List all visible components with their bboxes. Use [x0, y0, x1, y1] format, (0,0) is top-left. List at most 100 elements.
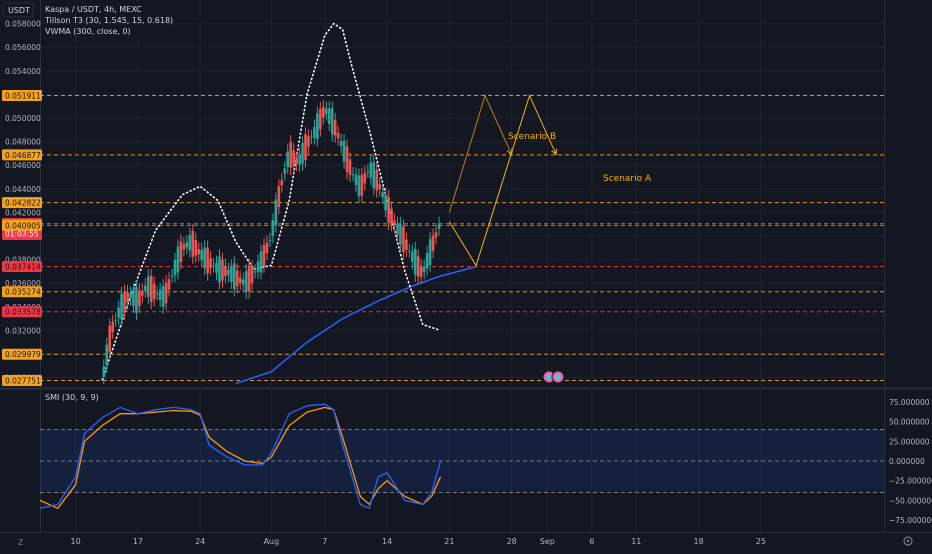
- candle[interactable]: [304, 134, 307, 161]
- candle[interactable]: [256, 261, 260, 272]
- candle[interactable]: [149, 276, 153, 303]
- candle[interactable]: [419, 266, 423, 277]
- candle[interactable]: [360, 174, 364, 196]
- candle[interactable]: [431, 235, 435, 252]
- smi-indicator[interactable]: [39, 403, 884, 510]
- candle[interactable]: [333, 120, 337, 136]
- indicator-label-vwma[interactable]: VWMA (300, close, 0): [45, 27, 131, 36]
- candle[interactable]: [422, 266, 426, 273]
- candle[interactable]: [319, 108, 322, 130]
- candlesticks[interactable]: [102, 99, 441, 384]
- candle[interactable]: [114, 319, 117, 321]
- candle[interactable]: [138, 290, 141, 307]
- candle[interactable]: [244, 271, 248, 292]
- smi-axis[interactable]: 75.000000 50.000000 25.000000 0.000000 −25.0…: [889, 398, 932, 525]
- candle[interactable]: [342, 141, 346, 162]
- candle[interactable]: [363, 172, 367, 184]
- candle[interactable]: [230, 266, 233, 283]
- horizontal-levels[interactable]: [40, 94, 884, 381]
- candle[interactable]: [292, 150, 295, 166]
- candle[interactable]: [402, 226, 405, 253]
- candle[interactable]: [135, 286, 138, 313]
- scenario-paths[interactable]: [448, 94, 557, 267]
- candle[interactable]: [155, 293, 159, 295]
- candle[interactable]: [324, 108, 328, 114]
- candle[interactable]: [369, 162, 373, 178]
- candle[interactable]: [295, 158, 298, 164]
- vwma-path[interactable]: [235, 265, 477, 385]
- candle[interactable]: [146, 276, 150, 298]
- candle[interactable]: [268, 239, 272, 241]
- candle[interactable]: [399, 223, 402, 245]
- candle[interactable]: [203, 247, 206, 269]
- candle[interactable]: [182, 244, 186, 250]
- time-axis[interactable]: 10 17 24 Aug 7 14 21 28 Sep 6 11 18 25: [71, 537, 766, 546]
- candle[interactable]: [233, 263, 236, 290]
- candle[interactable]: [185, 242, 189, 248]
- candle[interactable]: [381, 192, 384, 198]
- smi-line[interactable]: [39, 403, 442, 510]
- candle[interactable]: [123, 291, 126, 313]
- candle[interactable]: [221, 259, 224, 281]
- candle[interactable]: [176, 246, 180, 273]
- candle[interactable]: [411, 251, 414, 262]
- scenario-path[interactable]: [448, 94, 513, 213]
- candle[interactable]: [259, 251, 263, 273]
- candle[interactable]: [354, 174, 358, 186]
- candle[interactable]: [313, 126, 316, 138]
- candle[interactable]: [434, 232, 438, 238]
- candle[interactable]: [298, 154, 301, 165]
- candle[interactable]: [348, 159, 352, 175]
- price-pane[interactable]: [40, 0, 884, 387]
- candle[interactable]: [191, 230, 195, 257]
- settings-icon[interactable]: [903, 536, 913, 546]
- smi-label[interactable]: SMI (30, 9, 9): [45, 393, 99, 402]
- candle[interactable]: [126, 292, 129, 303]
- candle[interactable]: [428, 239, 432, 266]
- candle[interactable]: [262, 245, 266, 267]
- candle[interactable]: [194, 239, 198, 256]
- candle[interactable]: [366, 171, 370, 173]
- candle[interactable]: [408, 250, 411, 252]
- candle[interactable]: [322, 106, 325, 118]
- candle[interactable]: [274, 199, 278, 226]
- candle[interactable]: [215, 262, 218, 274]
- candle[interactable]: [289, 141, 292, 168]
- candle[interactable]: [197, 249, 201, 255]
- candle[interactable]: [405, 239, 408, 251]
- candle[interactable]: [173, 259, 177, 276]
- candle[interactable]: [238, 277, 242, 283]
- candle[interactable]: [265, 242, 269, 253]
- candle[interactable]: [141, 290, 144, 296]
- candle[interactable]: [129, 293, 132, 299]
- candle[interactable]: [375, 169, 379, 191]
- candle[interactable]: [357, 175, 361, 197]
- candle[interactable]: [152, 283, 156, 300]
- tillson-t3-line[interactable]: [101, 22, 442, 381]
- candle[interactable]: [144, 285, 147, 291]
- timezone-icon[interactable]: Z: [18, 538, 24, 547]
- candle[interactable]: [416, 256, 420, 278]
- candle[interactable]: [413, 248, 417, 275]
- currency-badge[interactable]: [2, 2, 34, 18]
- candle[interactable]: [283, 168, 287, 174]
- candle[interactable]: [301, 143, 304, 164]
- candle[interactable]: [108, 325, 112, 352]
- candle[interactable]: [378, 184, 381, 190]
- candle[interactable]: [161, 286, 165, 307]
- candle[interactable]: [384, 194, 387, 211]
- candle[interactable]: [247, 265, 251, 292]
- smi-signal-line[interactable]: [39, 406, 442, 510]
- candle[interactable]: [280, 180, 284, 186]
- gear-icon[interactable]: [903, 536, 913, 546]
- candle[interactable]: [105, 344, 109, 366]
- candle[interactable]: [235, 270, 239, 287]
- indicator-label-t3[interactable]: Tillson T3 (30, 1.545, 15, 0.618): [44, 16, 173, 25]
- candle[interactable]: [393, 220, 396, 226]
- candle[interactable]: [132, 290, 135, 306]
- candle[interactable]: [170, 275, 174, 277]
- candle[interactable]: [327, 108, 331, 125]
- scenario-path[interactable]: [448, 94, 557, 267]
